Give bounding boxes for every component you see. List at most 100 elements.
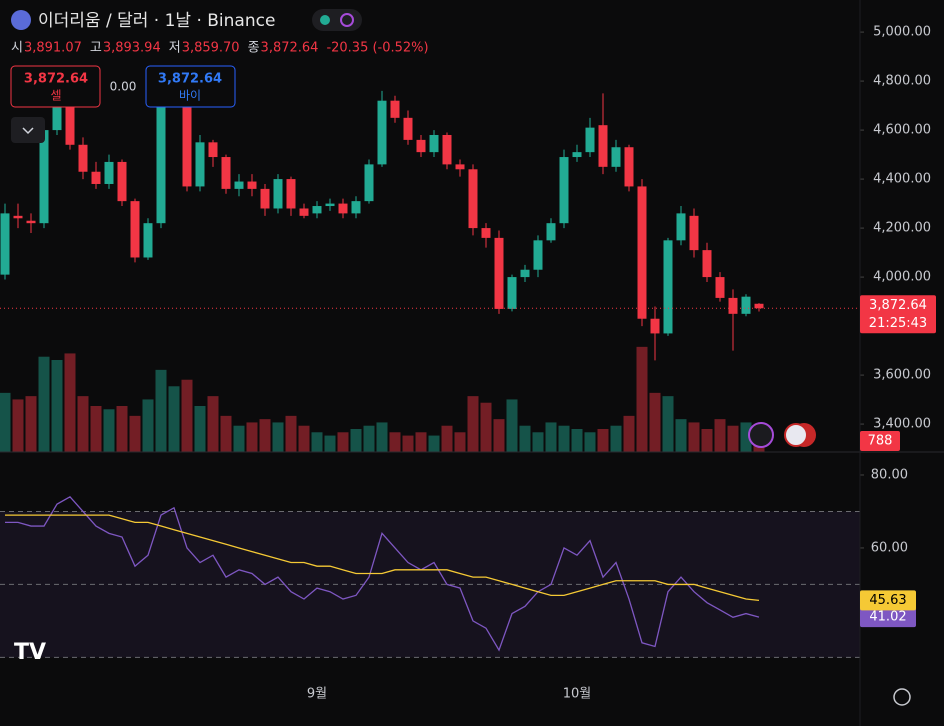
x-tick-label: 9월 (307, 687, 327, 702)
candle-body (273, 179, 283, 209)
candle-body (442, 134, 452, 165)
candle-body (520, 269, 530, 278)
volume-bar (259, 419, 271, 452)
candle-body (351, 201, 361, 214)
volume-bar (194, 406, 206, 452)
status-pill[interactable] (312, 9, 362, 31)
volume-bar (701, 429, 713, 452)
symbol-title: 이더리움 / 달러 · 1날 · Binance (38, 11, 275, 31)
candle-body (117, 161, 127, 202)
candle-body (104, 161, 114, 184)
candle-body (663, 240, 673, 334)
candle-body (260, 188, 270, 209)
volume-bar (571, 429, 583, 452)
volume-bar (207, 396, 219, 452)
volume-bar (51, 360, 63, 452)
rsi-line (5, 514, 760, 602)
volume-bar (649, 392, 661, 452)
candle-body (741, 296, 751, 314)
candle-body (598, 125, 608, 167)
collapse-button[interactable] (11, 117, 45, 143)
volume-bar (116, 406, 128, 452)
event-icon[interactable] (784, 423, 808, 447)
spread: 0.00 (110, 80, 137, 94)
candle-body (39, 130, 49, 224)
volume-bar (233, 425, 245, 452)
sell-button[interactable] (10, 65, 101, 108)
ohlc-label: 시 (11, 41, 23, 56)
buy-price: 3,872.64 (158, 72, 222, 87)
volume-bar (467, 396, 479, 452)
status-dot (320, 15, 330, 25)
candle-body (52, 105, 62, 131)
candle-body (468, 169, 478, 229)
plot-layer (0, 31, 864, 658)
candle-body (325, 203, 335, 207)
ohlc-value: 3,891.07 (24, 41, 82, 56)
ohlc-label: 종 (248, 41, 260, 56)
volume-bar (298, 425, 310, 452)
sell-price: 3,872.64 (24, 72, 88, 87)
value-tag (860, 607, 916, 628)
volume-bar (181, 379, 193, 452)
volume-bar (25, 396, 37, 452)
candle-body (234, 181, 244, 189)
candle-body (338, 203, 348, 214)
volume-bar (428, 435, 440, 452)
candle-body (676, 213, 686, 241)
volume-bar (155, 369, 167, 452)
sell-label: 셀 (50, 89, 61, 103)
logo: TV (14, 640, 46, 665)
candle-body (208, 142, 218, 158)
ohlc-label: 고 (90, 41, 102, 56)
volume-label: 788 (868, 434, 893, 449)
candle-body (715, 277, 725, 298)
buy-label: 바이 (179, 89, 201, 103)
volume-bar (714, 419, 726, 452)
candle-body (91, 171, 101, 184)
volume-bar (454, 432, 466, 452)
y-tick-label: 4,400.00 (873, 172, 931, 187)
y-tick-label: 4,600.00 (873, 123, 931, 138)
volume-bar (77, 396, 89, 452)
candle-body (403, 117, 413, 140)
countdown: 21:25:43 (869, 316, 927, 331)
candle-body (130, 201, 140, 258)
rsi-band (0, 511, 860, 658)
volume-bar (506, 399, 518, 452)
candle-body (754, 303, 764, 309)
candle-body (611, 147, 621, 167)
y-tick-label: 4,000.00 (873, 270, 931, 285)
buy-button[interactable] (145, 65, 236, 108)
status-icon (340, 13, 354, 27)
y-tick-label: 60.00 (871, 540, 908, 555)
volume-bar (610, 425, 622, 452)
volume-bar (311, 432, 323, 452)
volume-bar (246, 422, 258, 452)
last-price-tag (860, 295, 936, 334)
candle-body (637, 186, 647, 319)
volume-bar (480, 402, 492, 452)
value-tag-label: 41.02 (869, 610, 906, 625)
volume-bar (285, 415, 297, 452)
candle-body (624, 147, 634, 187)
volume-bar (740, 422, 752, 452)
event-icon[interactable] (748, 422, 774, 448)
volume-bar (675, 419, 687, 452)
volume-bar (363, 425, 375, 452)
y-tick-label: 3,600.00 (873, 368, 931, 383)
settings-icon[interactable] (893, 688, 911, 706)
candle-body (65, 105, 75, 145)
volume-bar (220, 415, 232, 452)
candle-body (689, 215, 699, 251)
last-price-label: 3,872.64 (869, 298, 927, 313)
y-tick-label: 80.00 (871, 467, 908, 482)
ohlc-label: 저 (169, 41, 181, 56)
candle-body (572, 152, 582, 158)
candle-body (507, 277, 517, 309)
volume-bar (350, 429, 362, 452)
volume-bar (12, 399, 24, 452)
candle-body (182, 85, 192, 187)
volume-bar (142, 399, 154, 452)
